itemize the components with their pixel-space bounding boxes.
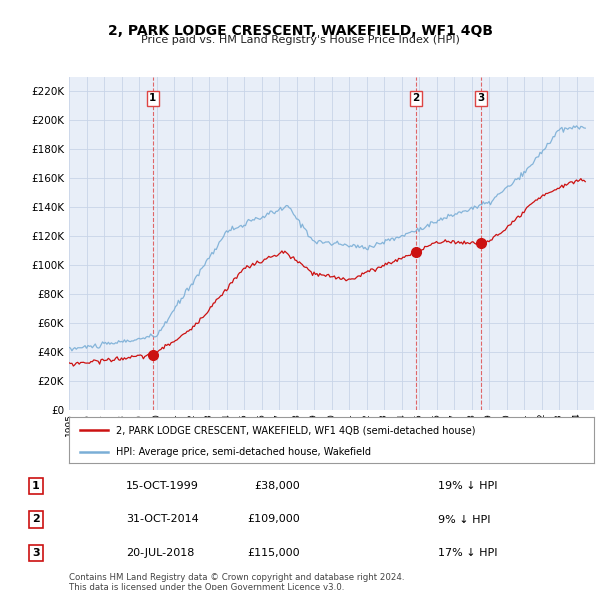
Text: 1: 1 [149, 93, 157, 103]
Text: 31-OCT-2014: 31-OCT-2014 [126, 514, 199, 525]
Text: 3: 3 [478, 93, 485, 103]
Text: £38,000: £38,000 [254, 481, 300, 491]
Text: 19% ↓ HPI: 19% ↓ HPI [438, 481, 497, 491]
Text: Price paid vs. HM Land Registry's House Price Index (HPI): Price paid vs. HM Land Registry's House … [140, 35, 460, 45]
Text: 2, PARK LODGE CRESCENT, WAKEFIELD, WF1 4QB: 2, PARK LODGE CRESCENT, WAKEFIELD, WF1 4… [107, 24, 493, 38]
Text: 3: 3 [32, 548, 40, 558]
Text: 1: 1 [32, 481, 40, 491]
Text: 15-OCT-1999: 15-OCT-1999 [126, 481, 199, 491]
Text: £109,000: £109,000 [247, 514, 300, 525]
Text: Contains HM Land Registry data © Crown copyright and database right 2024.
This d: Contains HM Land Registry data © Crown c… [69, 573, 404, 590]
Text: 2: 2 [412, 93, 419, 103]
Text: 20-JUL-2018: 20-JUL-2018 [126, 548, 194, 558]
Text: HPI: Average price, semi-detached house, Wakefield: HPI: Average price, semi-detached house,… [116, 447, 371, 457]
Text: 9% ↓ HPI: 9% ↓ HPI [438, 514, 491, 525]
Text: 17% ↓ HPI: 17% ↓ HPI [438, 548, 497, 558]
Text: £115,000: £115,000 [247, 548, 300, 558]
Text: 2, PARK LODGE CRESCENT, WAKEFIELD, WF1 4QB (semi-detached house): 2, PARK LODGE CRESCENT, WAKEFIELD, WF1 4… [116, 425, 476, 435]
Text: 2: 2 [32, 514, 40, 525]
